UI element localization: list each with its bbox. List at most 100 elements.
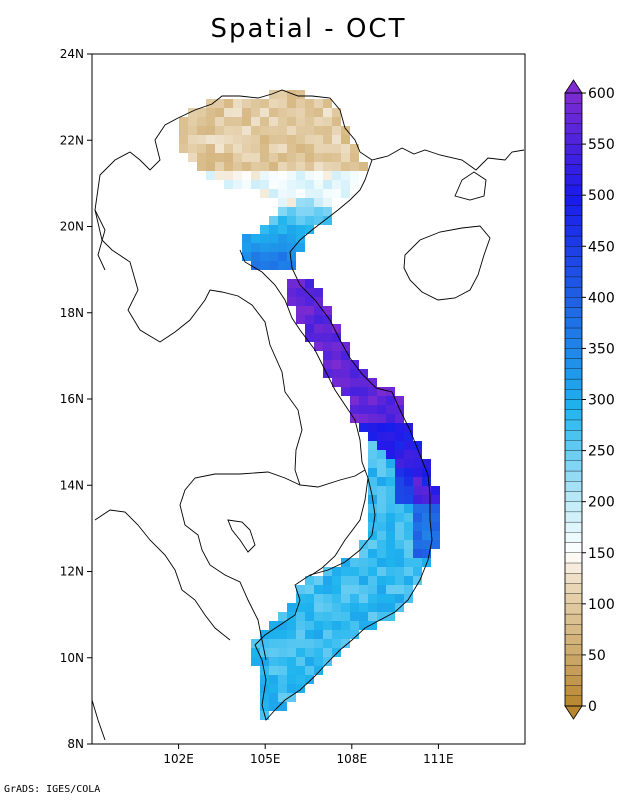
grid-cell xyxy=(422,495,431,504)
grid-cell xyxy=(395,504,404,513)
grid-cell xyxy=(368,504,377,513)
grid-cell xyxy=(305,279,314,288)
grid-cell xyxy=(269,117,278,126)
colorbar-segment xyxy=(564,419,583,431)
grid-cell xyxy=(305,657,314,666)
grid-cell xyxy=(305,162,314,171)
grid-cell xyxy=(323,180,332,189)
grid-cell xyxy=(350,612,359,621)
grid-cell xyxy=(314,585,323,594)
colorbar-segment xyxy=(564,358,583,369)
grid-cell xyxy=(260,234,269,243)
grid-cell xyxy=(341,378,350,387)
grid-cell xyxy=(386,567,395,576)
grid-cell xyxy=(224,171,233,180)
grid-cell xyxy=(350,567,359,576)
colorbar-segment xyxy=(564,552,583,564)
grid-cell xyxy=(341,171,350,180)
grid-cell xyxy=(233,162,242,171)
grid-cell xyxy=(368,450,377,459)
grid-cell xyxy=(413,486,422,495)
grid-cell xyxy=(395,396,404,405)
grid-cell xyxy=(251,639,260,648)
grid-cell xyxy=(296,198,305,207)
grid-cell xyxy=(314,333,323,342)
grid-cell xyxy=(314,621,323,630)
grid-cell xyxy=(260,252,269,261)
grid-cell xyxy=(269,189,278,198)
grid-cell xyxy=(368,603,377,612)
grid-cell xyxy=(431,531,440,540)
grid-cell xyxy=(413,540,422,549)
grid-cell xyxy=(260,180,269,189)
grid-cell xyxy=(323,216,332,225)
grid-cell xyxy=(323,639,332,648)
grid-cell xyxy=(296,189,305,198)
grid-cell xyxy=(287,135,296,144)
grid-cell xyxy=(287,234,296,243)
grid-cell xyxy=(188,144,197,153)
colorbar-label: 100 xyxy=(588,597,615,613)
grid-cell xyxy=(278,693,287,702)
grid-cell xyxy=(278,189,287,198)
colorbar-segment xyxy=(564,143,583,155)
grid-cell xyxy=(242,153,251,162)
grid-cell xyxy=(269,666,278,675)
grid-cell xyxy=(296,639,305,648)
grid-cell xyxy=(206,117,215,126)
grid-cell xyxy=(350,144,359,153)
grid-cell xyxy=(287,297,296,306)
grid-cell xyxy=(386,531,395,540)
grid-cell xyxy=(296,90,305,99)
grid-cell xyxy=(251,108,260,117)
grid-cell xyxy=(377,387,386,396)
colorbar-segment xyxy=(564,613,583,625)
grid-cell xyxy=(323,342,332,351)
grid-cell xyxy=(305,153,314,162)
grid-cell xyxy=(233,153,242,162)
colorbar-segment xyxy=(564,573,583,584)
grid-cell xyxy=(323,648,332,657)
colorbar-segment xyxy=(564,378,583,390)
grid-cell xyxy=(251,126,260,135)
grid-cell xyxy=(413,522,422,531)
grid-cell xyxy=(179,144,188,153)
grid-cell xyxy=(422,486,431,495)
grid-cell xyxy=(314,657,323,666)
grid-cell xyxy=(422,459,431,468)
colorbar-segment xyxy=(564,205,583,216)
colorbar-segment xyxy=(564,164,583,175)
grid-cell xyxy=(332,135,341,144)
grid-cell xyxy=(287,648,296,657)
y-tick-label: 8N xyxy=(67,737,84,751)
y-tick-label: 22N xyxy=(60,133,84,147)
colorbar-segment xyxy=(564,521,583,533)
grid-cell xyxy=(413,477,422,486)
grid-cell xyxy=(368,387,377,396)
grid-cell xyxy=(188,126,197,135)
grid-cell xyxy=(404,486,413,495)
colorbar-segment xyxy=(564,501,583,513)
grid-cell xyxy=(377,504,386,513)
grid-cell xyxy=(278,261,287,270)
colorbar-label: 150 xyxy=(588,546,615,562)
grid-cell xyxy=(386,423,395,432)
grid-cell xyxy=(404,504,413,513)
country-border-west xyxy=(94,209,106,271)
grid-cell xyxy=(377,432,386,441)
grid-cell xyxy=(377,540,386,549)
colorbar-segment xyxy=(564,368,583,380)
grid-cell xyxy=(314,207,323,216)
grid-cell xyxy=(323,576,332,585)
grid-cell xyxy=(377,396,386,405)
grid-cell xyxy=(269,135,278,144)
colorbar-segment xyxy=(564,562,583,574)
grid-cell xyxy=(314,144,323,153)
grid-cell xyxy=(377,495,386,504)
grid-cell xyxy=(260,99,269,108)
grid-cell xyxy=(269,693,278,702)
grid-cell xyxy=(377,423,386,432)
footer-credit: GrADS: IGES/COLA xyxy=(4,784,101,795)
grid-cell xyxy=(422,540,431,549)
